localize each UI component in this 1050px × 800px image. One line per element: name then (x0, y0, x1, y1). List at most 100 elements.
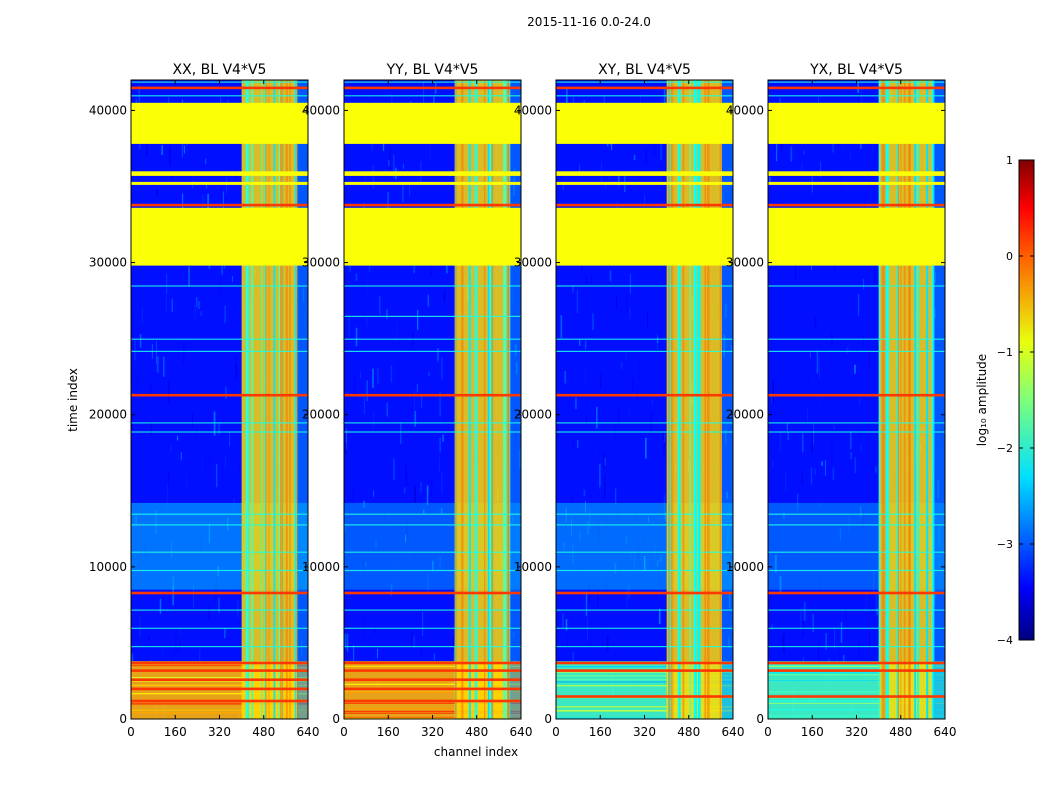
x-axis-label: channel index (434, 745, 518, 759)
rfi-gap-stripe (697, 80, 701, 719)
noise-streak (877, 593, 879, 605)
noise-streak (633, 154, 636, 161)
faint-time-line (768, 285, 945, 287)
colorbar-tick-label: −2 (997, 442, 1013, 455)
bright-time-line (768, 591, 945, 595)
low-band-line (344, 708, 521, 710)
faint-time-line (768, 95, 945, 97)
noise-streak (858, 637, 860, 659)
rfi-hot-stripe (881, 80, 884, 719)
y-tick-label: 20000 (302, 408, 340, 422)
noise-streak (584, 340, 587, 350)
noise-streak (825, 459, 826, 476)
noise-streak (390, 365, 392, 383)
noise-streak (428, 492, 430, 512)
faint-time-line (556, 646, 733, 648)
low-band-line (768, 700, 945, 702)
low-band-line (344, 691, 521, 693)
faint-time-line (556, 95, 733, 97)
noise-streak (346, 428, 347, 450)
noise-streak (603, 96, 605, 106)
rfi-gap-stripe (251, 80, 254, 719)
noise-streak (393, 359, 396, 383)
noise-streak (413, 636, 416, 648)
rfi-hot-stripe (670, 80, 672, 719)
noise-streak (567, 635, 568, 652)
noise-streak (344, 634, 346, 647)
noise-streak (347, 633, 349, 652)
noise-streak (423, 82, 425, 104)
bright-time-line (768, 661, 945, 665)
noise-streak (662, 430, 664, 440)
noise-streak (645, 149, 648, 165)
rfi-gap-stripe (487, 80, 491, 719)
noise-streak (598, 523, 600, 542)
noise-streak (663, 495, 666, 519)
noise-streak (874, 269, 876, 283)
noise-streak (220, 181, 222, 200)
faint-time-line (131, 285, 308, 287)
rfi-hot-stripe (719, 80, 722, 719)
noise-streak (347, 531, 349, 546)
noise-streak (860, 506, 862, 517)
noise-streak (875, 466, 877, 473)
bright-time-line (344, 699, 521, 703)
bright-time-line (131, 699, 308, 703)
noise-streak (803, 150, 805, 155)
noise-streak (372, 412, 375, 430)
bright-time-line (556, 591, 733, 595)
noise-streak (161, 145, 163, 155)
noise-streak (795, 264, 797, 279)
faint-time-line (768, 431, 945, 433)
noise-streak (396, 320, 398, 343)
faint-time-line (768, 513, 945, 515)
noise-streak (434, 89, 435, 100)
noise-streak (219, 282, 221, 298)
noise-streak (235, 355, 237, 373)
noise-streak (851, 471, 852, 480)
flagged-region (344, 171, 521, 176)
noise-streak (196, 141, 197, 156)
flagged-region (768, 207, 945, 266)
noise-streak (863, 605, 865, 612)
noise-streak (218, 597, 220, 613)
noise-streak (840, 622, 843, 643)
noise-streak (182, 193, 184, 213)
noise-streak (171, 175, 174, 180)
noise-streak (625, 536, 627, 545)
rfi-hot-stripe (265, 80, 267, 719)
noise-streak (812, 613, 814, 633)
faint-time-line (344, 513, 521, 515)
noise-streak (657, 337, 659, 344)
noise-streak (387, 191, 389, 211)
noise-streak (864, 195, 866, 211)
noise-streak (648, 516, 650, 523)
noise-streak (642, 540, 644, 546)
noise-streak (355, 273, 358, 282)
noise-streak (194, 304, 196, 319)
noise-streak (165, 290, 167, 314)
noise-streak (441, 357, 443, 380)
noise-streak (362, 559, 364, 566)
faint-time-line (344, 285, 521, 287)
low-band-line (556, 666, 733, 668)
noise-streak (439, 407, 442, 427)
rfi-hot-stripe (268, 80, 270, 719)
noise-streak (629, 273, 632, 294)
noise-streak (217, 566, 219, 577)
rfi-gap-stripe (669, 80, 671, 719)
noise-streak (144, 543, 146, 558)
noise-streak (655, 540, 656, 562)
noise-streak (344, 523, 346, 533)
noise-streak (572, 439, 574, 447)
bright-time-line (131, 678, 308, 681)
y-tick-label: 0 (544, 712, 552, 726)
noise-streak (873, 535, 875, 552)
bright-time-line (344, 687, 521, 691)
noise-streak (132, 316, 134, 340)
noise-streak (135, 514, 137, 525)
noise-streak (604, 457, 607, 466)
noise-streak (136, 377, 138, 384)
bright-time-line (344, 86, 521, 90)
noise-streak (389, 148, 391, 171)
